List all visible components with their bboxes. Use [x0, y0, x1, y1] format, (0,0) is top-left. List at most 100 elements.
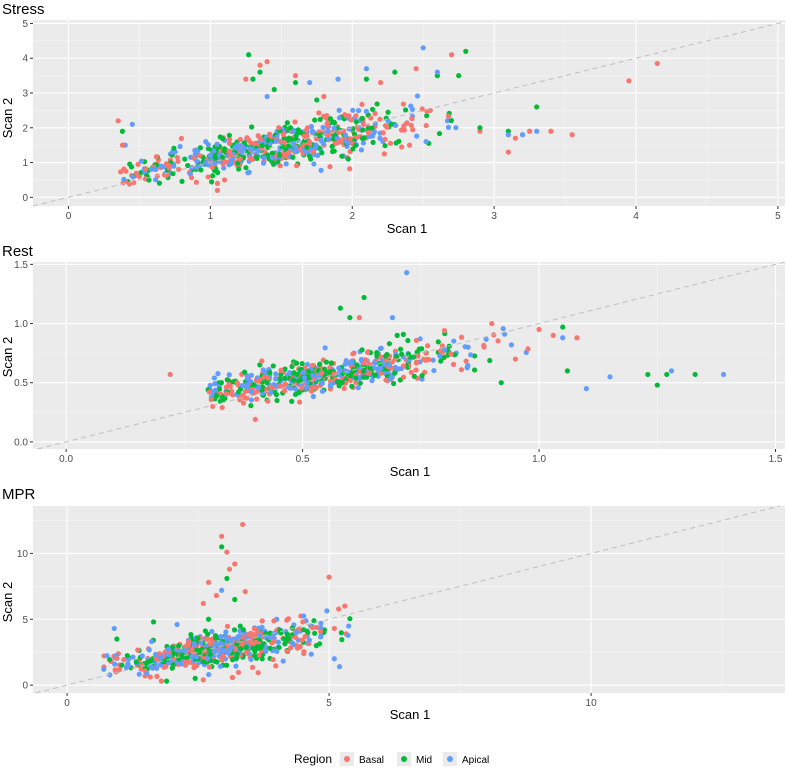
point-apical [336, 115, 343, 121]
point-basal [271, 638, 277, 644]
point-apical [324, 608, 330, 614]
point-basal [331, 625, 337, 632]
point-basal [413, 367, 419, 373]
point-apical [112, 661, 118, 667]
point-basal [299, 637, 305, 643]
point-apical [534, 128, 540, 134]
point-mid [359, 347, 365, 353]
point-basal [282, 382, 288, 388]
point-mid [252, 653, 258, 659]
point-basal [398, 127, 405, 133]
point-basal [166, 165, 172, 171]
point-apical [334, 135, 340, 141]
point-apical [273, 376, 279, 382]
point-apical [153, 177, 159, 183]
legend-key-mid [401, 756, 407, 762]
point-basal [401, 363, 407, 369]
point-basal [505, 149, 511, 155]
point-basal [223, 391, 230, 397]
point-apical [101, 666, 107, 672]
point-mid [232, 596, 238, 603]
point-basal [382, 136, 388, 142]
point-mid [399, 351, 405, 357]
point-mid [349, 383, 355, 389]
point-mid [354, 362, 360, 368]
identity-reference-line [37, 261, 786, 450]
point-apical [404, 270, 410, 276]
y-tick-label: 1 [22, 158, 28, 169]
point-mid [293, 136, 299, 142]
point-basal [413, 66, 419, 72]
point-apical [430, 357, 436, 363]
point-basal [495, 338, 501, 344]
point-basal [205, 636, 211, 643]
point-basal [133, 170, 139, 176]
point-mid [250, 645, 256, 651]
point-apical [104, 653, 110, 659]
point-mid [267, 370, 273, 376]
point-basal [205, 174, 211, 180]
point-mid [243, 165, 249, 171]
point-mid [257, 69, 263, 75]
point-mid [200, 659, 206, 665]
point-mid [259, 656, 265, 662]
point-apical [234, 145, 240, 151]
panel-title-rest: Rest [2, 243, 34, 260]
point-apical [203, 160, 209, 166]
point-mid [248, 403, 254, 409]
point-mid [124, 653, 130, 659]
point-mid [338, 630, 344, 636]
point-mid [212, 658, 218, 665]
point-mid [305, 629, 311, 635]
point-apical [214, 141, 220, 147]
point-basal [356, 315, 362, 321]
point-basal [378, 370, 385, 376]
point-apical [355, 385, 361, 391]
point-apical [370, 133, 376, 139]
point-basal [258, 136, 264, 142]
point-apical [174, 621, 180, 628]
legend-label-basal: Basal [359, 755, 384, 766]
x-tick-label: 4 [633, 211, 639, 222]
point-basal [324, 113, 330, 119]
point-basal [209, 164, 215, 171]
point-apical [335, 76, 341, 82]
point-mid [240, 627, 246, 633]
point-mid [534, 104, 540, 110]
y-tick-label: 3 [22, 89, 28, 100]
point-basal [401, 123, 407, 129]
point-apical [263, 648, 269, 654]
point-mid [243, 644, 249, 650]
point-apical [434, 69, 440, 75]
point-basal [536, 326, 542, 333]
point-apical [393, 366, 399, 372]
point-basal [387, 140, 394, 146]
point-mid [384, 351, 390, 358]
point-apical [211, 160, 218, 166]
point-apical [205, 655, 211, 661]
point-basal [253, 631, 259, 638]
legend-key-basal [344, 756, 350, 762]
point-apical [229, 157, 235, 163]
point-basal [350, 351, 356, 357]
point-basal [574, 335, 580, 341]
point-apical [189, 653, 195, 659]
point-mid [156, 180, 163, 186]
point-mid [472, 353, 478, 359]
point-basal [327, 164, 333, 170]
point-basal [265, 375, 271, 381]
point-apical [409, 106, 415, 112]
point-basal [359, 101, 365, 107]
point-basal [406, 142, 413, 148]
point-basal [230, 392, 236, 398]
point-mid [207, 646, 213, 652]
point-basal [178, 135, 184, 142]
point-basal [154, 673, 160, 679]
legend: Region Basal Mid Apical [294, 752, 489, 766]
point-basal [301, 651, 307, 657]
x-axis-label-rest: Scan 1 [390, 464, 430, 479]
point-basal [185, 642, 191, 649]
point-apical [445, 124, 452, 130]
point-mid [296, 378, 302, 384]
x-tick-label: 1.5 [769, 454, 783, 465]
